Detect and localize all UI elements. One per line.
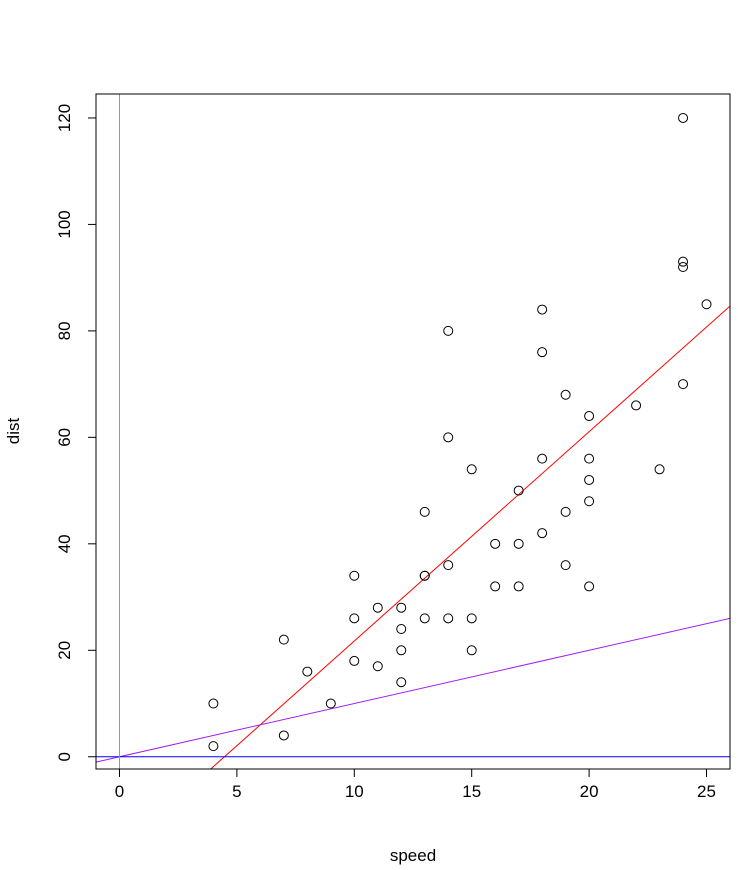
data-point <box>560 506 571 517</box>
y-tick-label: 60 <box>55 428 74 447</box>
data-point <box>396 602 407 613</box>
data-point <box>208 698 219 709</box>
data-point <box>466 613 477 624</box>
x-tick-label: 25 <box>697 782 716 801</box>
data-point <box>466 464 477 475</box>
data-point <box>372 602 383 613</box>
data-point <box>513 538 524 549</box>
data-point <box>584 474 595 485</box>
data-point <box>208 741 219 752</box>
data-point <box>325 698 336 709</box>
data-point <box>443 432 454 443</box>
x-axis-title: speed <box>390 846 436 865</box>
data-point <box>443 560 454 571</box>
x-axis: 0 5 10 15 20 25 <box>115 768 716 801</box>
x-tick-label: 5 <box>232 782 241 801</box>
y-tick-label: 80 <box>55 321 74 340</box>
data-point <box>537 347 548 358</box>
y-tick-label: 0 <box>55 752 74 761</box>
x-tick-label: 20 <box>580 782 599 801</box>
data-point <box>537 453 548 464</box>
data-points <box>208 112 712 752</box>
reference-line-abline <box>96 617 730 763</box>
data-point <box>584 581 595 592</box>
y-tick-label: 100 <box>55 210 74 238</box>
data-point <box>443 325 454 336</box>
data-point <box>631 400 642 411</box>
y-tick-label: 120 <box>55 104 74 132</box>
y-tick-label: 20 <box>55 641 74 660</box>
data-point <box>349 613 360 624</box>
y-axis: 0 20 40 60 80 100 120 <box>55 104 97 761</box>
data-point <box>349 655 360 666</box>
data-point <box>678 256 689 267</box>
data-point <box>372 661 383 672</box>
data-point <box>302 666 313 677</box>
data-point <box>584 496 595 507</box>
y-axis-title: dist <box>4 418 23 445</box>
reference-lines <box>96 94 730 769</box>
data-point <box>701 299 712 310</box>
data-point <box>678 262 689 273</box>
data-point <box>537 304 548 315</box>
x-tick-label: 0 <box>115 782 124 801</box>
data-point <box>584 453 595 464</box>
plot-frame <box>95 93 731 770</box>
data-point <box>419 506 430 517</box>
data-point <box>466 645 477 656</box>
data-point <box>678 112 689 123</box>
reference-line-abline <box>209 305 730 769</box>
data-point <box>396 645 407 656</box>
data-point <box>678 379 689 390</box>
data-point <box>490 538 501 549</box>
data-point <box>278 730 289 741</box>
data-point <box>419 570 430 581</box>
x-tick-label: 15 <box>462 782 481 801</box>
data-point <box>278 634 289 645</box>
y-tick-label: 40 <box>55 534 74 553</box>
data-point <box>513 485 524 496</box>
data-point <box>490 581 501 592</box>
data-point <box>560 560 571 571</box>
data-point <box>443 613 454 624</box>
data-point <box>537 528 548 539</box>
data-point <box>560 389 571 400</box>
data-point <box>584 411 595 422</box>
data-point <box>419 613 430 624</box>
data-point <box>396 677 407 688</box>
data-point <box>513 581 524 592</box>
data-point <box>349 570 360 581</box>
data-point <box>396 623 407 634</box>
data-point <box>654 464 665 475</box>
x-tick-label: 10 <box>345 782 364 801</box>
